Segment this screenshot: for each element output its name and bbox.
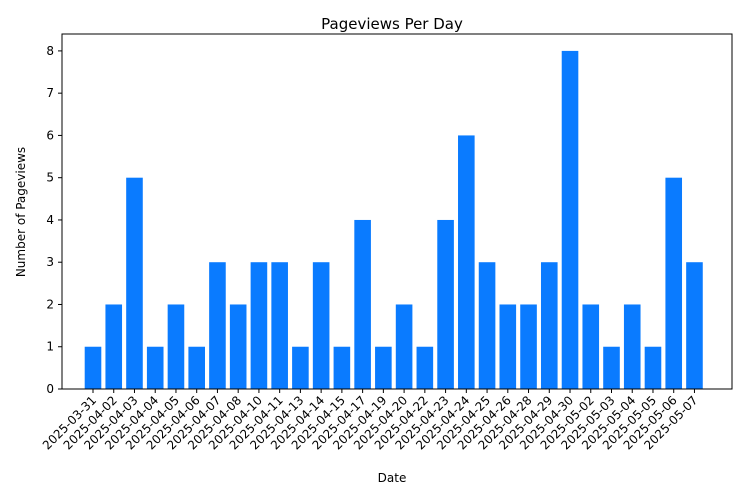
bar-2025-04-07 <box>209 262 226 389</box>
bar-2025-04-30 <box>561 50 579 390</box>
x-axis-label: Date <box>378 471 407 485</box>
y-tick-label: 3 <box>46 255 54 269</box>
bar-2025-03-31 <box>84 346 102 389</box>
bar-2025-04-17 <box>354 219 371 389</box>
bar-2025-04-26 <box>499 304 517 389</box>
bar-2025-04-13 <box>292 346 309 389</box>
y-axis-ticks: 0 1 2 3 4 5 6 7 8 <box>46 44 62 396</box>
chart-title: Pageviews Per Day <box>321 15 463 33</box>
plot-frame <box>61 33 733 390</box>
y-tick-label: 7 <box>46 86 54 100</box>
x-axis-ticks: 2025-03-312025-04-022025-04-032025-04-04… <box>40 389 701 452</box>
bar-2025-04-04 <box>146 346 164 389</box>
bar-2025-04-14 <box>312 262 330 389</box>
y-tick-label: 8 <box>46 44 54 58</box>
bar-2025-05-03 <box>603 346 620 389</box>
bar-2025-05-04 <box>623 304 641 389</box>
bar-2025-04-28 <box>520 304 537 389</box>
bar-2025-04-29 <box>540 262 558 389</box>
bar-2025-04-10 <box>250 262 268 389</box>
y-tick-label: 2 <box>46 297 54 311</box>
y-axis-label: Number of Pageviews <box>14 147 28 277</box>
bar-2025-04-03 <box>126 177 143 389</box>
bar-2025-04-06 <box>188 346 205 389</box>
bar-2025-04-20 <box>395 304 413 389</box>
bar-2025-04-22 <box>416 346 434 389</box>
bar-2025-04-11 <box>271 262 288 389</box>
bar-2025-04-15 <box>333 346 351 389</box>
bar-2025-05-02 <box>582 304 600 389</box>
bar-2025-04-08 <box>229 304 247 389</box>
bar-2025-05-07 <box>686 262 703 389</box>
y-tick-label: 5 <box>46 171 54 185</box>
bar-2025-05-06 <box>665 177 683 389</box>
bar-2025-04-05 <box>167 304 185 389</box>
y-tick-label: 0 <box>46 382 54 396</box>
bar-2025-04-25 <box>478 262 496 389</box>
bar-2025-04-02 <box>105 304 123 389</box>
bars-group <box>84 50 703 390</box>
bar-2025-05-05 <box>644 346 662 389</box>
y-tick-label: 6 <box>46 128 54 142</box>
y-tick-label: 4 <box>46 213 54 227</box>
y-tick-label: 1 <box>46 340 54 354</box>
bar-2025-04-19 <box>375 346 392 389</box>
bar-2025-04-23 <box>437 219 454 389</box>
bar-2025-04-24 <box>458 135 475 389</box>
